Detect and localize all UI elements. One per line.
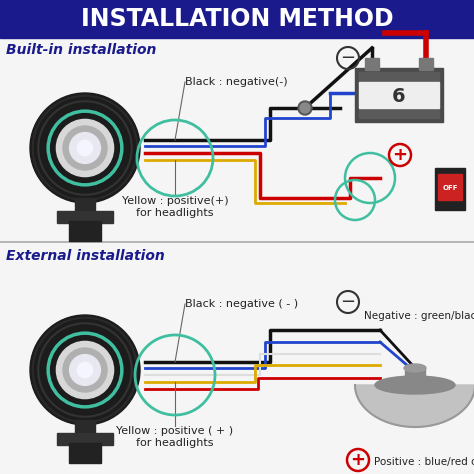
Bar — [69, 221, 101, 241]
Ellipse shape — [404, 364, 426, 372]
Bar — [75, 420, 95, 436]
Text: Black : negative(-): Black : negative(-) — [185, 77, 288, 87]
Text: Yellow : positive ( + )
for headlights: Yellow : positive ( + ) for headlights — [117, 426, 234, 447]
Bar — [57, 433, 113, 445]
Text: +: + — [350, 451, 365, 469]
Polygon shape — [355, 385, 474, 427]
Circle shape — [63, 348, 107, 392]
Text: Negative : green/black cable: Negative : green/black cable — [364, 311, 474, 321]
Bar — [438, 174, 462, 200]
Bar — [57, 211, 113, 223]
Ellipse shape — [375, 376, 455, 394]
Text: External installation: External installation — [6, 249, 165, 263]
Text: Built-in installation: Built-in installation — [6, 43, 156, 57]
Text: 6: 6 — [392, 86, 406, 106]
Circle shape — [77, 362, 93, 378]
Bar — [365, 58, 379, 70]
Circle shape — [77, 140, 93, 155]
Circle shape — [30, 315, 140, 425]
Bar — [75, 198, 95, 214]
Bar — [355, 68, 443, 122]
Bar — [0, 0, 474, 38]
Circle shape — [298, 101, 312, 115]
Bar — [359, 82, 439, 108]
Text: −: − — [340, 293, 356, 311]
Bar — [435, 168, 465, 210]
Circle shape — [30, 93, 140, 203]
Circle shape — [70, 355, 100, 385]
Text: OFF: OFF — [442, 185, 458, 191]
Bar — [359, 72, 439, 118]
Text: −: − — [340, 49, 356, 67]
Text: +: + — [392, 146, 408, 164]
Bar — [69, 443, 101, 463]
Text: INSTALLATION METHOD: INSTALLATION METHOD — [81, 7, 393, 31]
Text: Yellow : positive(+)
for headlights: Yellow : positive(+) for headlights — [122, 196, 228, 218]
Circle shape — [63, 126, 107, 170]
Circle shape — [300, 103, 310, 113]
Circle shape — [56, 341, 114, 399]
Bar — [405, 368, 425, 388]
Text: Positive : blue/red cable: Positive : blue/red cable — [374, 457, 474, 467]
Bar — [419, 58, 433, 70]
Circle shape — [56, 119, 114, 177]
Circle shape — [70, 133, 100, 164]
Text: Black : negative ( - ): Black : negative ( - ) — [185, 299, 298, 309]
